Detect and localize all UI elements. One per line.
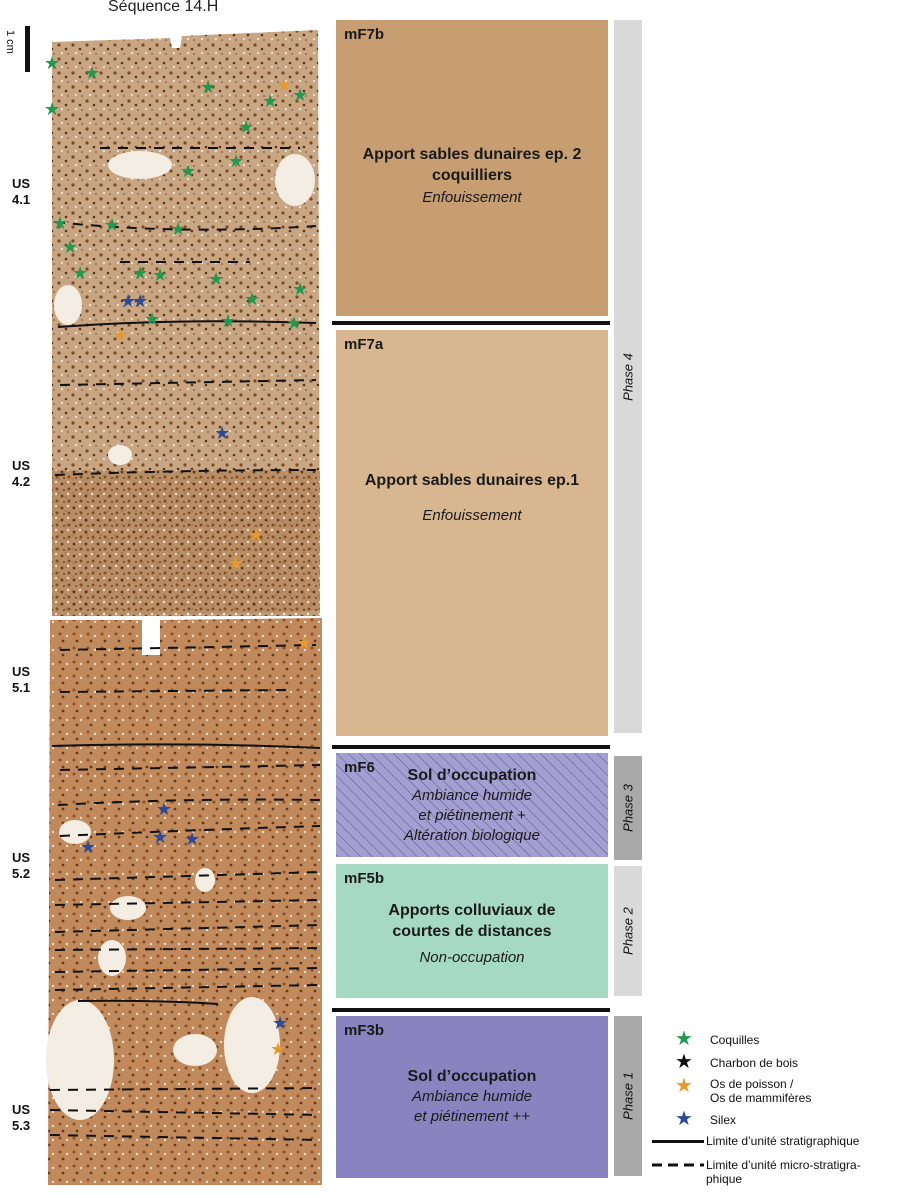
silex-star: ★ — [132, 291, 149, 311]
facies-interpretation: Enfouissement — [422, 507, 522, 524]
facies-description: Apport sables dunaires ep. 2 coquilliers — [362, 146, 582, 184]
scale-bar — [25, 26, 30, 72]
facies-interpretation: et piétinement ++ — [414, 1108, 530, 1125]
coquille-star: ★ — [44, 99, 61, 119]
coquille-star: ★ — [104, 215, 121, 235]
coquille-star: ★ — [52, 213, 69, 233]
orange-star-icon: ★ — [675, 1075, 693, 1097]
facies-interpretation: Ambiance humide — [411, 787, 533, 804]
facies-description: Sol d’occupation — [407, 767, 537, 784]
phase-2-bar: Phase 2 — [614, 866, 642, 996]
facies-description: Apport sables dunaires ep.1 — [364, 472, 580, 489]
os-star: ★ — [112, 325, 129, 345]
coquille-star: ★ — [44, 53, 61, 73]
legend-os: Os de poisson / Os de mammifères — [710, 1077, 812, 1105]
silex-star: ★ — [184, 829, 201, 849]
stratigraphic-separator — [332, 745, 610, 749]
facies-code: mF6 — [344, 759, 375, 776]
facies-box-mf7b: mF7b Apport sables dunaires ep. 2 coquil… — [336, 20, 608, 316]
legend-strati: Limite d’unité stratigraphique — [706, 1134, 860, 1148]
coquille-star: ★ — [132, 263, 149, 283]
silex-star: ★ — [152, 827, 169, 847]
os-star: ★ — [228, 553, 245, 573]
silex-star: ★ — [120, 291, 137, 311]
facies-description: Apports colluviaux de — [388, 902, 556, 919]
us-label-5-1: US 5.1 — [12, 664, 31, 695]
legend-charbon: Charbon de bois — [710, 1056, 799, 1070]
facies-code: mF3b — [344, 1022, 385, 1039]
coquille-star: ★ — [292, 279, 309, 299]
os-star: ★ — [248, 525, 265, 545]
facies-description: courtes de distances — [392, 923, 552, 940]
green-star-icon: ★ — [675, 1028, 693, 1050]
coquille-star: ★ — [84, 63, 101, 83]
facies-interpretation: et piétinement + — [418, 807, 526, 824]
coquille-star: ★ — [228, 151, 245, 171]
coquille-star: ★ — [244, 289, 261, 309]
silex-star: ★ — [156, 799, 173, 819]
coquille-star: ★ — [144, 309, 161, 329]
coquille-star: ★ — [152, 265, 169, 285]
phase-1-bar: Phase 1 — [614, 1016, 642, 1176]
facies-box-mf6: mF6 Sol d’occupation Ambiance humide et … — [336, 753, 608, 857]
black-star-icon: ★ — [675, 1051, 693, 1073]
coquille-star: ★ — [220, 311, 237, 331]
coquille-star: ★ — [208, 269, 225, 289]
hatch-fill — [336, 753, 608, 857]
us-label-5-3: US 5.3 — [12, 1102, 31, 1133]
coquille-star: ★ — [170, 219, 187, 239]
silex-star: ★ — [80, 837, 97, 857]
us-label-4-2: US 4.2 — [12, 458, 31, 489]
coquille-star: ★ — [262, 91, 279, 111]
solid-line-icon — [652, 1140, 704, 1143]
os-star: ★ — [276, 75, 293, 95]
stratigraphic-separator — [332, 321, 610, 325]
coquille-star: ★ — [292, 85, 309, 105]
facies-interpretation: Ambiance humide — [411, 1088, 533, 1105]
facies-interpretation: Altération biologique — [404, 827, 540, 844]
coquille-star: ★ — [62, 237, 79, 257]
coquille-star: ★ — [72, 263, 89, 283]
facies-interpretation: Non-occupation — [419, 949, 525, 966]
legend-coquilles: Coquilles — [710, 1033, 760, 1047]
facies-description: Sol d’occupation — [407, 1068, 537, 1085]
us-label-5-2: US 5.2 — [12, 850, 31, 881]
facies-box-mf5b: mF5b Apports colluviaux de courtes de di… — [336, 864, 608, 998]
sequence-title: Séquence 14.H — [108, 0, 219, 15]
dashed-line-icon — [652, 1163, 704, 1167]
facies-interpretation: Enfouissement — [422, 189, 522, 206]
blue-star-icon: ★ — [675, 1108, 693, 1130]
silex-star: ★ — [272, 1013, 289, 1033]
facies-code: mF7b — [344, 26, 385, 43]
os-star: ★ — [270, 1039, 287, 1059]
coquille-star: ★ — [238, 117, 255, 137]
coquille-star: ★ — [286, 313, 303, 333]
coquille-star: ★ — [200, 77, 217, 97]
facies-box-mf7a: mF7a Apport sables dunaires ep.1 Enfouis… — [336, 330, 608, 736]
us-label-4-1: US 4.1 — [12, 176, 31, 207]
phase-3-bar: Phase 3 — [614, 756, 642, 860]
facies-code: mF7a — [344, 336, 384, 353]
stratigraphic-separator — [332, 1008, 610, 1012]
silex-star: ★ — [214, 423, 231, 443]
facies-code: mF5b — [344, 870, 385, 887]
coquille-star: ★ — [180, 161, 197, 181]
facies-box-mf3b: mF3b Sol d’occupation Ambiance humide et… — [336, 1016, 608, 1178]
os-star: ★ — [296, 633, 313, 653]
phase-4-bar: Phase 4 — [614, 20, 642, 733]
legend-silex: Silex — [710, 1113, 737, 1127]
legend-micro: Limite d’unité micro-stratigra- phique — [706, 1158, 861, 1186]
